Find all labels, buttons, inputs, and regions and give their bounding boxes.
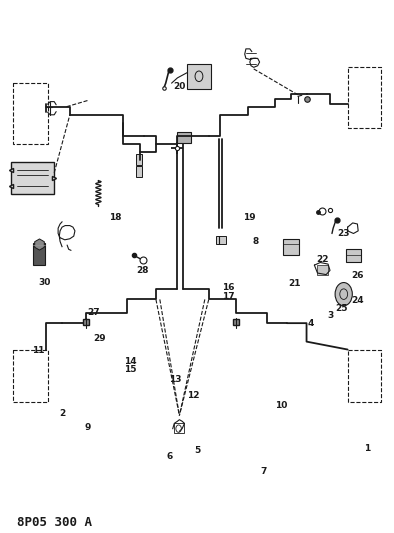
Circle shape [335,282,352,306]
Text: 21: 21 [288,279,301,288]
Bar [13,350,48,402]
Text: 13: 13 [169,375,182,384]
Text: 14: 14 [124,357,137,366]
Text: 15: 15 [124,365,137,374]
Bar [187,63,211,89]
Text: 9: 9 [84,423,91,432]
Bar [173,423,184,433]
Bar [348,350,381,402]
Bar [136,166,142,176]
Bar [13,83,48,144]
Text: 5: 5 [194,446,200,455]
Text: 12: 12 [187,391,199,400]
Bar [283,239,299,255]
Text: 4: 4 [307,319,314,328]
Bar [216,236,225,244]
Text: 28: 28 [136,266,149,275]
Text: 27: 27 [87,308,100,317]
Text: 8P05 300 A: 8P05 300 A [17,516,92,529]
Text: 25: 25 [336,304,348,313]
Text: 6: 6 [167,451,173,461]
Text: 24: 24 [351,296,364,305]
Text: 11: 11 [32,346,45,355]
Bar [11,162,54,194]
Text: 29: 29 [93,335,106,343]
Text: 1: 1 [364,443,370,453]
Text: 3: 3 [327,311,333,320]
Text: 8: 8 [253,237,259,246]
Text: 10: 10 [275,401,287,410]
Bar [348,67,381,128]
Text: 30: 30 [38,278,50,287]
Text: 2: 2 [59,409,65,418]
Text: 20: 20 [173,82,186,91]
Text: 26: 26 [351,271,364,280]
Bar [33,243,45,265]
Text: 22: 22 [316,255,329,264]
Bar [317,265,329,274]
Bar [136,155,142,165]
Text: 17: 17 [222,292,234,301]
Text: 16: 16 [222,283,234,292]
Bar [177,132,191,143]
Bar [346,249,361,262]
Text: 7: 7 [260,467,267,477]
Text: 23: 23 [337,229,350,238]
Text: 18: 18 [109,213,121,222]
Text: 19: 19 [243,213,256,222]
